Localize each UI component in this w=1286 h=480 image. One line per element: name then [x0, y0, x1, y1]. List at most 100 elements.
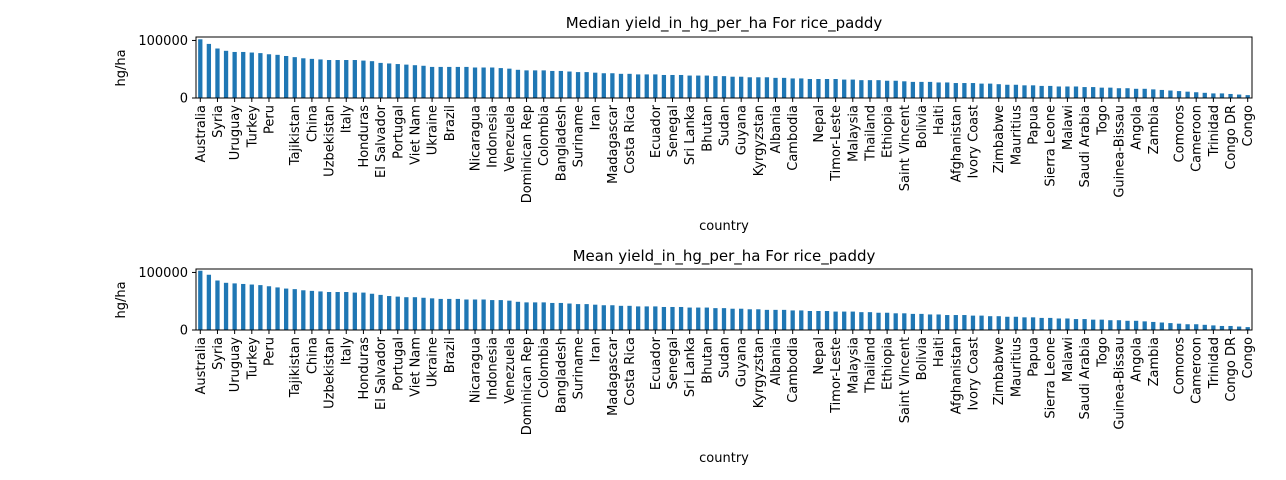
- bar: [429, 298, 435, 330]
- x-tick-label: Angola: [1130, 105, 1145, 150]
- x-tick-label: Colombia: [537, 105, 552, 166]
- x-tick-label: Peru: [262, 337, 277, 366]
- bar: [550, 70, 555, 98]
- x-tick-label: Nicaragua: [469, 105, 484, 171]
- bar: [498, 68, 503, 98]
- bar: [1133, 320, 1139, 330]
- bar: [1056, 318, 1061, 330]
- bar: [1245, 327, 1250, 330]
- bar: [1211, 325, 1216, 330]
- bar: [1194, 324, 1199, 330]
- bar: [953, 83, 958, 98]
- chart-title: Mean yield_in_hg_per_ha For rice_paddy: [573, 247, 876, 266]
- bar: [970, 315, 976, 330]
- bar: [1159, 322, 1164, 330]
- x-tick-label: Nicaragua: [469, 337, 484, 403]
- bar: [962, 315, 967, 330]
- bar: [1159, 89, 1164, 98]
- bar: [335, 60, 340, 98]
- bar: [627, 73, 632, 98]
- bar: [241, 51, 246, 98]
- x-tick-label: Afghanistan: [949, 105, 964, 182]
- x-tick-label: Bolivia: [915, 105, 930, 148]
- bar: [490, 300, 495, 330]
- x-tick-label: Zambia: [1147, 105, 1162, 154]
- x-tick-label: Italy: [340, 337, 355, 366]
- bar: [1133, 88, 1139, 98]
- x-tick-label: Ukraine: [426, 105, 441, 155]
- x-tick-label: Syria: [211, 105, 226, 138]
- bar: [618, 305, 624, 330]
- x-tick-label: Guinea-Bissau: [1112, 105, 1127, 198]
- x-tick-label: Kyrgyzstan: [752, 105, 767, 176]
- bar: [198, 270, 203, 330]
- bar: [696, 75, 701, 98]
- bar: [1048, 85, 1053, 98]
- y-tick-label: 0: [180, 92, 188, 107]
- bar: [1030, 85, 1036, 98]
- bar: [490, 67, 495, 98]
- x-axis-ticks: Australia Syria Uruguay Turkey Peru Tajikista…: [194, 330, 1256, 435]
- bar: [575, 72, 581, 98]
- x-tick-label: Congo: [1241, 105, 1256, 147]
- bar: [206, 43, 212, 98]
- y-tick-label: 100000: [138, 34, 188, 49]
- x-tick-label: Malaysia: [846, 105, 861, 162]
- bar: [1030, 317, 1036, 330]
- x-axis-label: country: [699, 219, 749, 234]
- x-tick-label: Bhutan: [700, 337, 715, 384]
- bar: [867, 80, 873, 98]
- bar: [824, 311, 830, 330]
- x-tick-label: Congo DR: [1224, 105, 1239, 170]
- bar: [627, 305, 632, 330]
- bar: [309, 290, 315, 330]
- bar: [215, 280, 220, 330]
- bar: [910, 313, 916, 330]
- bar: [472, 299, 478, 330]
- bar: [713, 308, 718, 330]
- bar: [1056, 86, 1061, 98]
- x-tick-label: Malawi: [1061, 105, 1076, 150]
- x-tick-label: Bolivia: [915, 337, 930, 380]
- bar: [249, 284, 254, 330]
- bar: [532, 302, 538, 330]
- bar: [1125, 88, 1130, 98]
- bar: [1005, 84, 1010, 98]
- bar: [747, 309, 752, 330]
- x-tick-label: Sudan: [718, 337, 733, 378]
- bar: [670, 306, 675, 330]
- bar: [1236, 94, 1242, 98]
- x-tick-label: Afghanistan: [949, 337, 964, 414]
- x-tick-label: Dominican Rep: [520, 337, 535, 435]
- bar: [988, 83, 993, 98]
- x-tick-label: Timor-Leste: [829, 337, 844, 414]
- bars: [198, 270, 1250, 330]
- bar: [412, 65, 418, 98]
- bar: [919, 81, 924, 98]
- bar: [687, 307, 692, 330]
- x-tick-label: Ecuador: [649, 104, 664, 158]
- bar: [421, 297, 426, 330]
- bar: [893, 80, 898, 98]
- bar: [842, 79, 847, 98]
- bar: [284, 55, 289, 98]
- y-tick-label: 100000: [138, 266, 188, 281]
- bar: [747, 77, 752, 98]
- x-tick-label: Syria: [211, 337, 226, 370]
- x-tick-label: Suriname: [572, 337, 587, 399]
- bar: [309, 58, 315, 98]
- bar: [232, 283, 237, 330]
- bar: [232, 51, 237, 98]
- bar: [1048, 317, 1053, 330]
- bar: [352, 292, 357, 330]
- bar: [945, 315, 950, 330]
- bar: [1073, 319, 1079, 330]
- bar: [524, 302, 529, 330]
- bar: [1151, 321, 1156, 330]
- bar: [344, 60, 349, 98]
- x-tick-label: Suriname: [572, 105, 587, 167]
- x-tick-label: Zimbabwe: [992, 337, 1007, 405]
- bar: [962, 83, 967, 98]
- x-tick-label: Uzbekistan: [323, 105, 338, 177]
- x-tick-label: Peru: [262, 105, 277, 134]
